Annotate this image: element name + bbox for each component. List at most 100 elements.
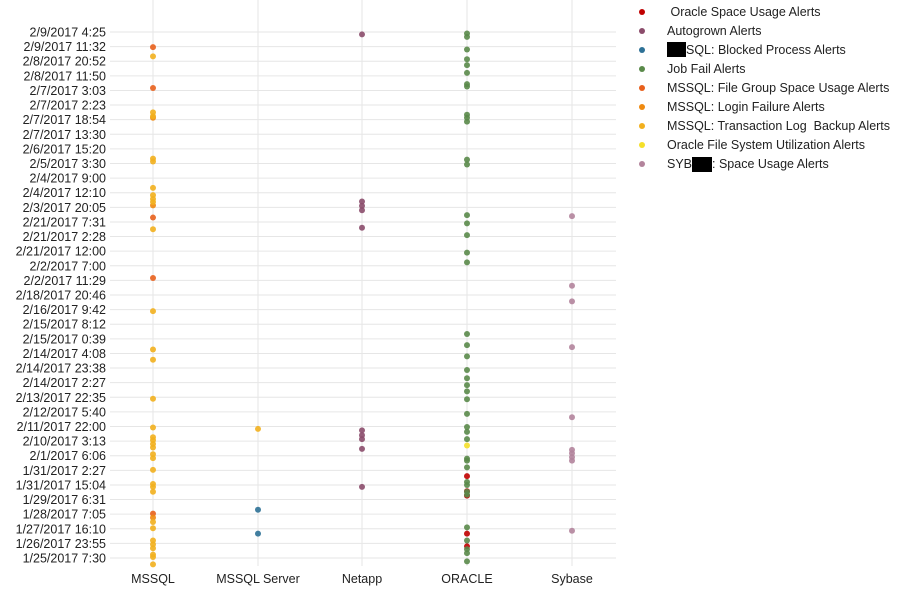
y-tick-label: 1/31/2017 2:27: [23, 464, 106, 478]
data-point: [464, 464, 470, 471]
legend-label: Oracle Space Usage Alerts: [667, 4, 821, 19]
y-tick-label: 2/21/2017 7:31: [23, 215, 106, 229]
data-point: [464, 436, 470, 443]
data-point: [464, 457, 470, 464]
legend-item-login-failure: MSSQL: Login Failure Alerts: [636, 97, 922, 116]
data-point: [464, 530, 470, 537]
y-tick-label: 2/11/2017 22:00: [17, 420, 106, 434]
data-point: [150, 44, 156, 51]
y-tick-label: 2/21/2017 12:00: [16, 245, 106, 259]
data-point: [150, 395, 156, 402]
data-point: [464, 342, 470, 349]
data-point: [464, 249, 470, 256]
data-point: [569, 213, 575, 220]
data-point: [359, 224, 365, 231]
legend-item-syb-space-usage: SYB : Space Usage Alerts: [636, 155, 922, 174]
data-point: [150, 85, 156, 92]
data-point: [150, 455, 156, 462]
data-point: [150, 308, 156, 315]
y-tick-label: 2/7/2017 13:30: [23, 128, 106, 142]
y-tick-label: 2/14/2017 23:38: [16, 362, 106, 376]
data-point: [150, 525, 156, 532]
legend-swatch: [639, 161, 645, 168]
data-point: [464, 396, 470, 403]
legend-label: MSSQL: Login Failure Alerts: [667, 100, 825, 115]
data-point: [464, 220, 470, 227]
y-tick-label: 2/13/2017 22:35: [16, 391, 106, 405]
x-tick-label: Sybase: [551, 572, 593, 586]
legend-item-autogrown: Autogrown Alerts: [636, 21, 922, 40]
legend-label: Autogrown Alerts: [667, 23, 762, 38]
data-point: [464, 375, 470, 382]
data-point: [150, 346, 156, 353]
y-tick-label: 2/18/2017 20:46: [16, 289, 106, 303]
data-point: [569, 527, 575, 534]
y-tick-label: 2/16/2017 9:42: [23, 303, 106, 317]
data-point: [150, 488, 156, 495]
data-point: [569, 344, 575, 351]
data-point: [464, 259, 470, 266]
x-tick-label: ORACLE: [441, 572, 492, 586]
legend-swatch: [639, 8, 645, 15]
data-point: [150, 424, 156, 431]
y-tick-label: 2/7/2017 18:54: [23, 113, 106, 127]
data-point: [150, 444, 156, 451]
y-tick-label: 2/9/2017 11:32: [24, 40, 107, 54]
data-point: [464, 56, 470, 63]
data-point: [569, 457, 575, 464]
data-point: [359, 202, 365, 209]
legend-item-oracle-space-usage: Oracle Space Usage Alerts: [636, 2, 922, 21]
data-point: [464, 156, 470, 163]
y-tick-label: 1/26/2017 23:55: [16, 537, 106, 551]
y-tick-label: 1/29/2017 6:31: [23, 493, 106, 507]
data-point: [464, 410, 470, 417]
data-point: [359, 427, 365, 434]
data-point: [464, 69, 470, 76]
legend-label: : Space Usage Alerts: [712, 157, 829, 172]
data-point: [255, 530, 261, 537]
data-point: [150, 561, 156, 568]
x-axis-tick-labels: MSSQL MSSQL Server Netapp ORACLE Sybase: [131, 572, 593, 586]
legend-swatch: [639, 104, 645, 111]
legend-swatch: [639, 27, 645, 34]
legend-swatch: [639, 46, 645, 53]
data-point: [464, 442, 470, 449]
y-tick-label: 2/8/2017 20:52: [23, 55, 106, 69]
legend-item-oracle-file-system: Oracle File System Utilization Alerts: [636, 136, 922, 155]
x-tick-label: MSSQL: [131, 572, 175, 586]
x-tick-label: MSSQL Server: [216, 572, 300, 586]
data-point: [464, 423, 470, 430]
data-point: [150, 514, 156, 521]
data-point: [464, 46, 470, 53]
data-point: [464, 481, 470, 488]
y-tick-label: 2/9/2017 4:25: [30, 26, 107, 40]
data-point: [150, 274, 156, 281]
y-tick-label: 1/25/2017 7:30: [23, 552, 106, 566]
y-tick-label: 2/2/2017 7:00: [30, 259, 107, 273]
data-point: [464, 232, 470, 239]
y-tick-label: 2/4/2017 12:10: [23, 186, 106, 200]
y-tick-label: 2/15/2017 8:12: [23, 318, 106, 332]
legend-swatch: [639, 84, 645, 91]
data-point: [150, 483, 156, 490]
y-tick-label: 2/21/2017 2:28: [23, 230, 106, 244]
redaction-block: [667, 42, 686, 58]
grid-lines: [110, 0, 616, 566]
data-point: [464, 537, 470, 544]
y-tick-label: 1/27/2017 16:10: [16, 522, 106, 536]
y-tick-label: 2/6/2017 15:20: [23, 142, 106, 156]
data-point: [464, 118, 470, 125]
data-point: [150, 198, 156, 205]
legend-item-blocked-process: SQL: Blocked Process Alerts: [636, 40, 922, 59]
legend-swatch: [639, 65, 645, 72]
data-point: [464, 428, 470, 435]
legend: Oracle Space Usage Alerts Autogrown Aler…: [636, 2, 922, 174]
data-point: [150, 518, 156, 525]
y-tick-label: 2/14/2017 2:27: [23, 376, 106, 390]
data-point: [359, 483, 365, 490]
legend-swatch: [639, 123, 645, 130]
data-point: [150, 184, 156, 191]
data-point: [464, 33, 470, 40]
data-point: [569, 414, 575, 421]
